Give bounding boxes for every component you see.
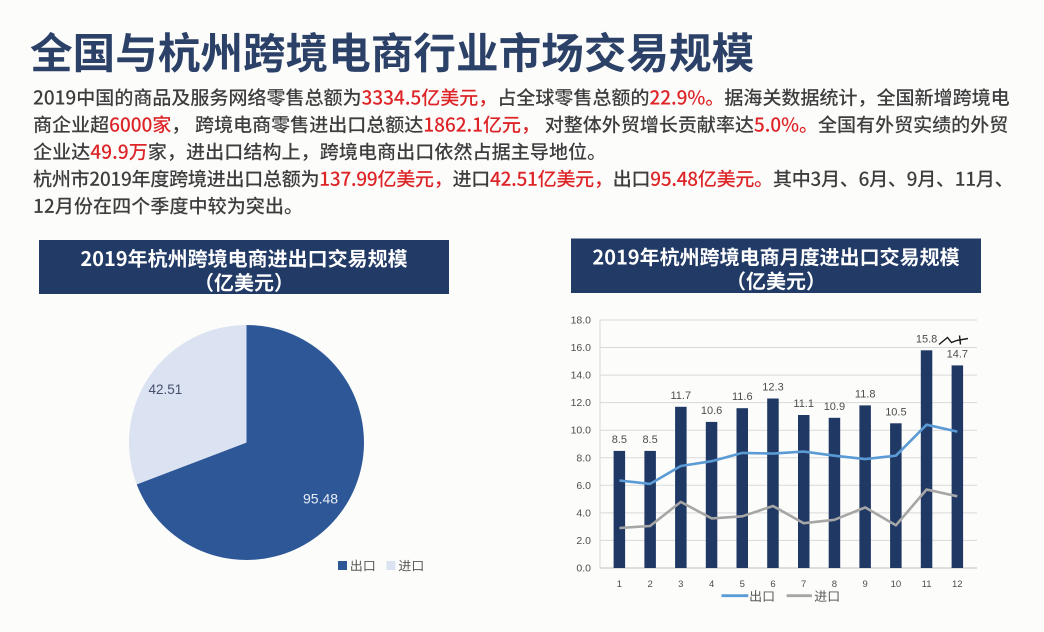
svg-text:8.5: 8.5 bbox=[612, 434, 627, 446]
svg-text:10.0: 10.0 bbox=[571, 425, 592, 437]
svg-text:11: 11 bbox=[922, 579, 932, 590]
svg-text:11.7: 11.7 bbox=[671, 390, 692, 402]
svg-text:11.8: 11.8 bbox=[855, 388, 876, 400]
svg-text:14.0: 14.0 bbox=[571, 370, 592, 382]
svg-text:0.0: 0.0 bbox=[576, 563, 591, 575]
svg-text:2.0: 2.0 bbox=[576, 535, 591, 547]
svg-text:4: 4 bbox=[709, 579, 714, 590]
svg-text:16.0: 16.0 bbox=[571, 342, 592, 354]
svg-text:12.3: 12.3 bbox=[762, 382, 783, 394]
svg-text:6: 6 bbox=[770, 579, 775, 590]
svg-text:8.0: 8.0 bbox=[576, 452, 591, 464]
svg-text:15.8: 15.8 bbox=[916, 333, 937, 345]
svg-text:11.1: 11.1 bbox=[793, 398, 814, 410]
svg-text:12.0: 12.0 bbox=[571, 397, 592, 409]
svg-text:1: 1 bbox=[617, 579, 622, 590]
svg-text:10.5: 10.5 bbox=[885, 406, 906, 418]
svg-text:8: 8 bbox=[832, 579, 837, 590]
svg-text:10.9: 10.9 bbox=[824, 401, 845, 413]
svg-text:10: 10 bbox=[891, 579, 902, 590]
svg-text:7: 7 bbox=[801, 579, 806, 590]
svg-text:11.6: 11.6 bbox=[732, 391, 753, 403]
svg-text:18.0: 18.0 bbox=[571, 315, 592, 327]
svg-text:6.0: 6.0 bbox=[576, 480, 591, 492]
svg-text:10.6: 10.6 bbox=[701, 405, 722, 417]
svg-text:12: 12 bbox=[952, 579, 963, 590]
svg-text:5: 5 bbox=[740, 579, 745, 590]
svg-text:42.51: 42.51 bbox=[149, 382, 183, 397]
svg-text:4.0: 4.0 bbox=[576, 507, 591, 519]
svg-text:8.5: 8.5 bbox=[642, 434, 657, 446]
svg-text:3: 3 bbox=[678, 579, 683, 590]
svg-text:2: 2 bbox=[647, 579, 652, 590]
svg-text:14.7: 14.7 bbox=[947, 348, 968, 360]
svg-text:9: 9 bbox=[863, 579, 868, 590]
svg-text:95.48: 95.48 bbox=[303, 491, 338, 507]
